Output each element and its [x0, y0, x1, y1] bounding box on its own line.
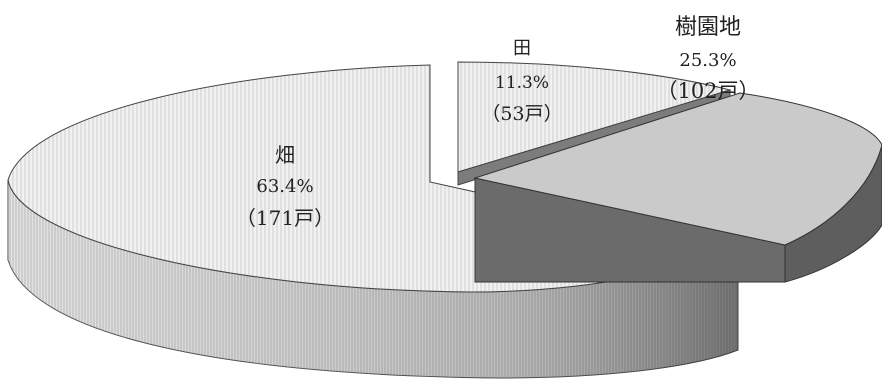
label-hatake-name: 畑	[275, 143, 295, 167]
label-ta-count: （53戸）	[481, 103, 562, 125]
label-juenchi: 樹園地 25.3% （102戸）	[656, 15, 759, 103]
label-juenchi-name: 樹園地	[675, 15, 741, 40]
label-ta-name: 田	[513, 38, 531, 59]
label-juenchi-percent: 25.3%	[679, 50, 736, 71]
label-hatake-percent: 63.4%	[256, 176, 313, 197]
label-hatake-count: （171戸）	[236, 206, 334, 230]
label-ta-percent: 11.3%	[495, 73, 549, 93]
label-juenchi-count: （102戸）	[656, 79, 759, 103]
